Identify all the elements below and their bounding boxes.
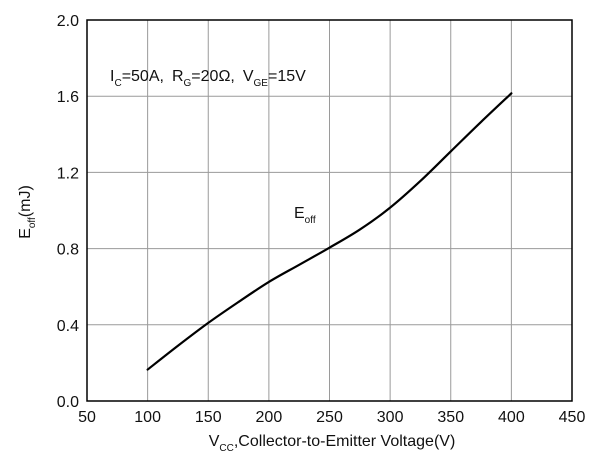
cond-rg-rest: =20Ω, — [191, 68, 235, 85]
y-tick-label-5: 2.0 — [57, 13, 79, 30]
cond-vge-rest: =15V — [268, 68, 306, 85]
y-tick-label-2: 0.8 — [57, 242, 79, 259]
x-tick-label-1: 100 — [134, 409, 161, 426]
series-label-main: E — [294, 205, 305, 222]
y-axis-label-main: E — [17, 228, 34, 239]
x-tick-label-2: 150 — [195, 409, 222, 426]
plot-frame — [86, 19, 573, 402]
series-label-eoff: Eoff — [294, 205, 316, 226]
x-tick-label-5: 300 — [377, 409, 404, 426]
cond-vge-main: V — [243, 68, 254, 85]
y-tick-label-3: 1.2 — [57, 165, 79, 182]
cond-ic-main: I — [110, 68, 114, 85]
x-axis-label-rest: ,Collector-to-Emitter Voltage(V) — [234, 433, 455, 450]
cond-ic-sub: C — [114, 78, 121, 89]
x-tick-labels: 50 100 150 200 250 300 350 400 450 — [78, 409, 585, 426]
cond-rg-sub: G — [184, 78, 192, 89]
x-tick-label-6: 350 — [437, 409, 464, 426]
y-tick-labels: 0.0 0.4 0.8 1.2 1.6 2.0 — [57, 13, 79, 411]
x-tick-label-7: 400 — [498, 409, 525, 426]
x-tick-label-4: 250 — [316, 409, 343, 426]
x-tick-label-0: 50 — [78, 409, 96, 426]
series-label-sub: off — [305, 215, 316, 226]
y-tick-label-0: 0.0 — [57, 394, 79, 411]
y-axis-label-sub: off — [27, 217, 38, 228]
series-lines — [146, 92, 513, 371]
x-tick-label-3: 200 — [256, 409, 283, 426]
cond-ic-rest: =50A, — [122, 68, 164, 85]
cond-vge-sub: GE — [254, 78, 269, 89]
y-axis-label: Eoff(mJ) — [17, 185, 38, 239]
x-tick-label-8: 450 — [559, 409, 586, 426]
y-tick-label-4: 1.6 — [57, 89, 79, 106]
y-axis-label-rest: (mJ) — [17, 185, 34, 217]
conditions-annotation: IC=50A, RG=20Ω, VGE=15V — [110, 68, 306, 89]
cond-rg-main: R — [172, 68, 184, 85]
x-axis-label: VCC,Collector-to-Emitter Voltage(V) — [209, 433, 456, 454]
x-axis-label-sub: CC — [219, 443, 233, 454]
series-line-0 — [146, 92, 513, 371]
y-tick-label-1: 0.4 — [57, 318, 79, 335]
x-axis-label-main: V — [209, 433, 220, 450]
